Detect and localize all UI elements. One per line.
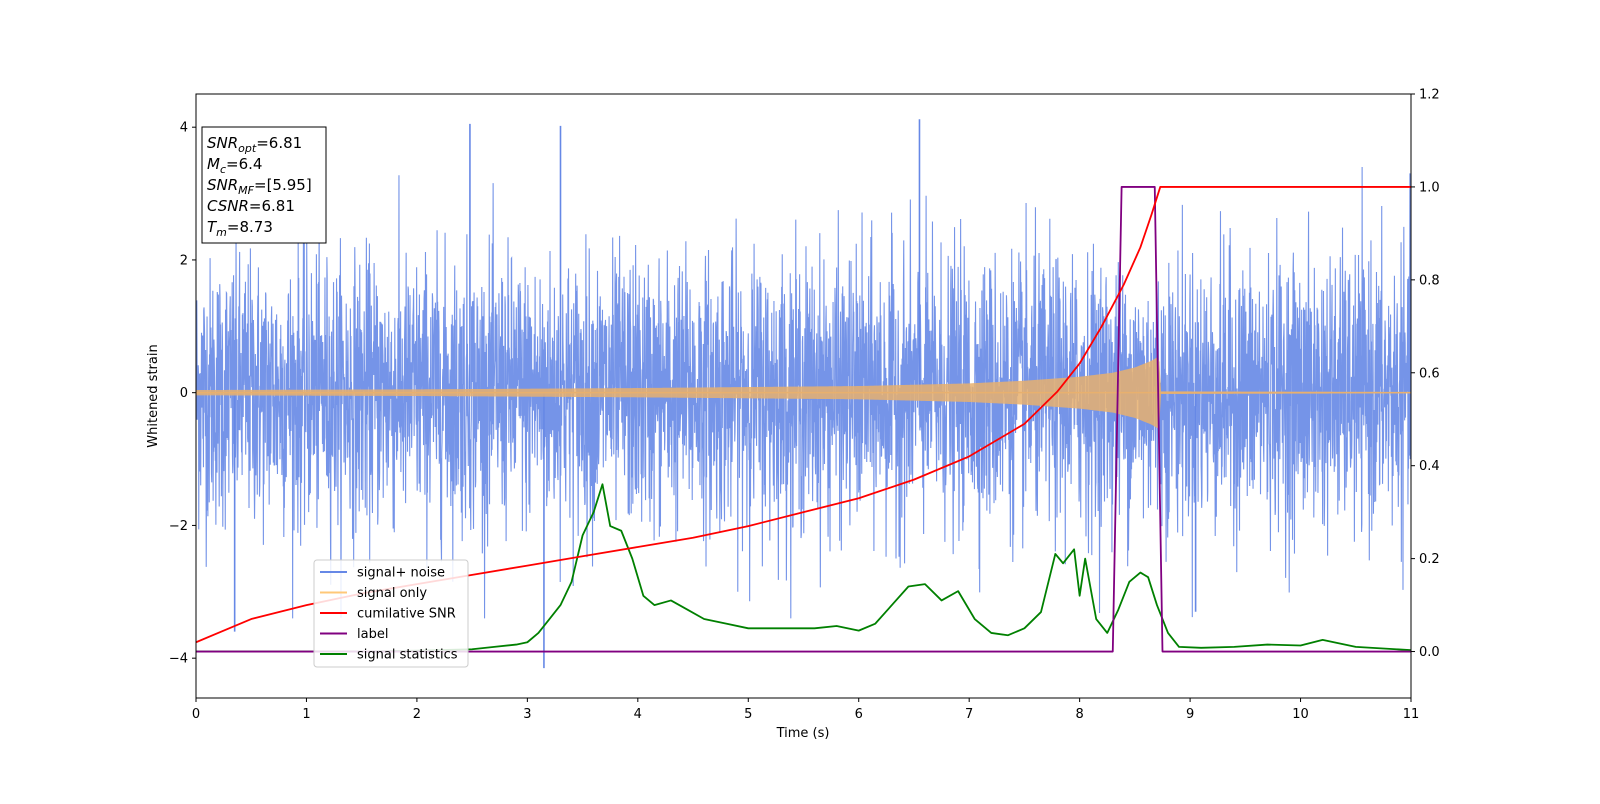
y-tick-label-left: 4	[180, 121, 188, 136]
y-tick-label-left: −4	[169, 652, 188, 667]
x-tick-label: 3	[523, 707, 531, 722]
x-tick-label: 4	[634, 707, 642, 722]
annotation-subscript: c	[220, 163, 226, 176]
legend-label: signal+ noise	[357, 566, 445, 581]
annotation-subscript: m	[216, 226, 227, 239]
annotation-value: =[5.95]	[254, 176, 312, 194]
legend-label: signal only	[357, 586, 427, 601]
annotation-line: Mc=6.4	[207, 155, 262, 176]
x-tick-label: 10	[1292, 707, 1309, 722]
annotation-value: =6.81	[249, 197, 295, 215]
annotation-symbol: M	[207, 155, 220, 173]
legend-label: signal statistics	[357, 648, 458, 663]
legend-frame	[313, 559, 469, 668]
y-tick-label-right: 1.0	[1419, 180, 1440, 195]
y-tick-label-right: 0.2	[1419, 552, 1440, 567]
annotation-symbol: SNR	[207, 176, 238, 194]
y-tick-label-left: −2	[169, 519, 188, 534]
annotation-symbol: SNR	[207, 134, 238, 152]
legend: signal+ noise signal only cumilative SNR la…	[313, 559, 469, 668]
legend-label: cumilative SNR	[357, 607, 456, 622]
x-tick-label: 2	[413, 707, 421, 722]
annotation-symbol: T	[207, 218, 218, 236]
y-tick-label-left: 0	[180, 386, 188, 401]
x-tick-label: 7	[965, 707, 973, 722]
annotation-box: SNRopt=6.81Mc=6.4SNRMF=[5.95]CSNR=6.81Tm…	[201, 126, 327, 244]
annotation-line: SNRopt=6.81	[207, 134, 302, 155]
y-tick-label-right: 0.0	[1419, 645, 1440, 660]
x-tick-label: 8	[1075, 707, 1083, 722]
y-tick-label-left: 2	[180, 253, 188, 268]
x-tick-label: 11	[1403, 707, 1420, 722]
annotation-line: SNRMF=[5.95]	[207, 176, 312, 197]
y-axis-label: Whitened strain	[146, 344, 161, 447]
annotation-line: Tm=8.73	[207, 218, 273, 239]
annotation-value: =6.81	[256, 134, 302, 152]
y-tick-label-right: 1.2	[1419, 88, 1440, 103]
plot-frame	[195, 93, 1412, 699]
series-label	[196, 186, 1411, 653]
x-tick-label: 5	[744, 707, 752, 722]
x-tick-label: 6	[855, 707, 863, 722]
x-tick-label: 1	[302, 707, 310, 722]
annotation-value: =6.4	[226, 155, 262, 173]
annotation-subscript: MF	[238, 184, 254, 197]
series-signal-statistics	[196, 483, 1411, 653]
y-tick-label-right: 0.4	[1419, 459, 1440, 474]
y-tick-label-right: 0.8	[1419, 273, 1440, 288]
x-axis-label: Time (s)	[776, 726, 830, 741]
annotation-symbol: CSNR	[207, 197, 249, 215]
legend-label: label	[357, 627, 388, 642]
annotation-value: =8.73	[227, 218, 273, 236]
annotation-subscript: opt	[238, 142, 257, 155]
axes: 0 1 2 3 4 5 6 7 8 9 10 11 4 2 0 −2 −4 1.2 1.0 0.8 0.6 0.4 0.2 0…	[169, 88, 1440, 723]
y-tick-label-right: 0.6	[1419, 366, 1440, 381]
annotation-line: CSNR=6.81	[207, 197, 295, 215]
x-tick-label: 9	[1186, 707, 1194, 722]
annotation-frame	[201, 126, 327, 244]
x-tick-label: 0	[192, 707, 200, 722]
